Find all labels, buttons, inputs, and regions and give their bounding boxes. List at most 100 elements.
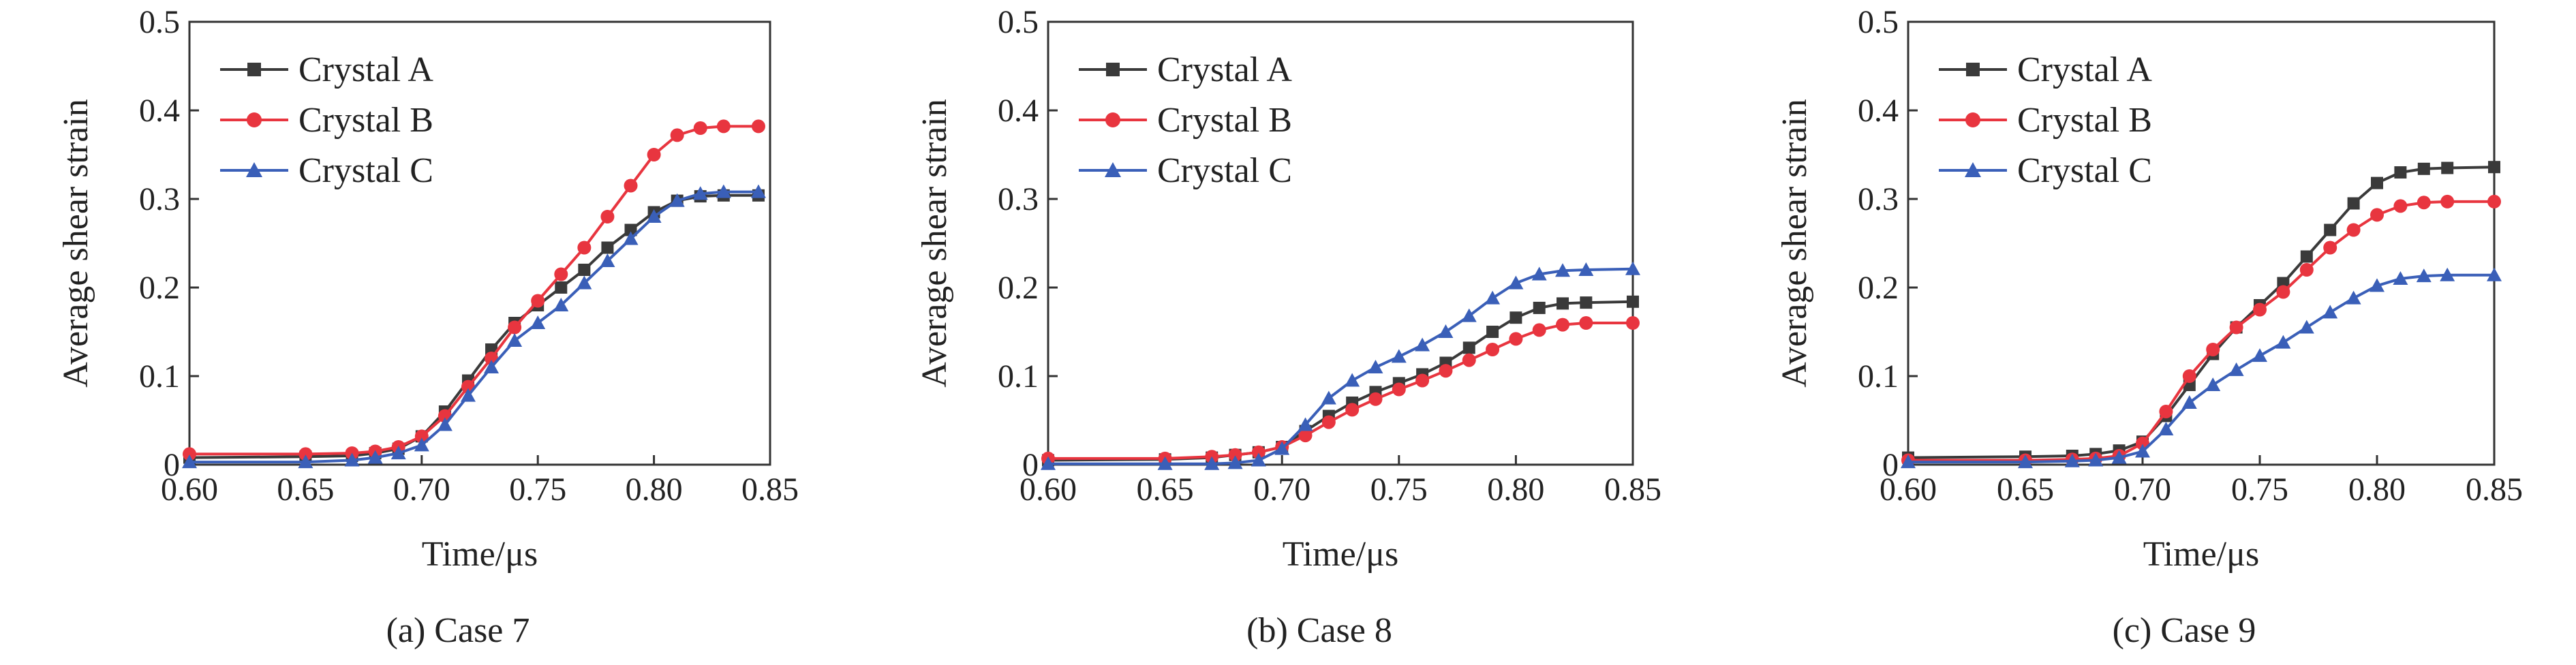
data-point [2488, 161, 2500, 174]
data-point [692, 186, 708, 200]
data-point [1321, 415, 1336, 429]
data-point [1415, 373, 1430, 388]
data-point [2181, 395, 2197, 409]
data-point [2064, 453, 2080, 467]
data-point [2228, 362, 2244, 376]
y-tick-label: 0 [164, 447, 180, 483]
data-point [624, 179, 638, 193]
plot-frame [188, 20, 771, 466]
data-point [1901, 454, 1916, 469]
legend-label: Crystal C [2017, 151, 2152, 190]
data-point [2299, 263, 2314, 277]
data-point [1227, 455, 1243, 469]
series-line [1907, 166, 2495, 459]
data-point [577, 275, 592, 290]
data-point [183, 447, 196, 461]
data-point [1461, 308, 1477, 322]
legend-label: Crystal B [298, 101, 433, 140]
data-point [1228, 448, 1242, 462]
legend-label: Crystal B [2017, 101, 2152, 140]
data-point [2487, 194, 2501, 208]
data-point [2487, 267, 2502, 281]
data-point [1579, 316, 1593, 330]
legend-entry: Crystal C [1939, 151, 2152, 190]
data-point [1439, 364, 1453, 378]
data-point [1345, 373, 1360, 387]
data-point [2416, 268, 2432, 283]
data-point [2323, 241, 2337, 255]
data-point [1415, 337, 1430, 352]
chart-panel-3: 0.60 0.65 0.70 0.75 0.80 0.85 0 0.1 0.2 0.3 0.4 0.5… [1775, 4, 2523, 650]
data-point [2440, 267, 2455, 281]
y-tick-label: 0.2 [139, 270, 180, 306]
x-axis-title: Time/μs [1283, 535, 1398, 574]
data-point [2417, 196, 2431, 210]
y-axis-title: Average shear strain [915, 99, 954, 388]
data-point [1533, 301, 1546, 314]
data-point [2088, 452, 2104, 467]
data-point [2346, 290, 2361, 305]
legend-label: Crystal A [2017, 50, 2152, 89]
series-line [1908, 200, 2494, 462]
y-tick-label: 0.1 [139, 358, 180, 395]
data-point [2253, 303, 2267, 317]
y-tick-label: 0.3 [1858, 181, 1899, 217]
y-axis-title: Average shear strain [57, 99, 95, 388]
data-point [2370, 208, 2384, 222]
data-point [2440, 194, 2455, 208]
x-tick-label: 0.60 [1880, 471, 1937, 508]
data-point [1462, 353, 1476, 367]
legend-entry: Crystal B [1939, 101, 2152, 140]
data-point [2299, 320, 2314, 334]
data-point [2393, 271, 2408, 285]
y-tick-label: 0.3 [998, 181, 1039, 217]
data-point [531, 294, 545, 308]
data-point [2370, 278, 2385, 292]
data-point [1627, 295, 1639, 308]
data-point [1041, 456, 1056, 470]
data-point [577, 241, 592, 255]
series-line [189, 190, 758, 464]
plot-frame [1907, 20, 2496, 466]
legend-marker [246, 162, 262, 177]
data-point [578, 264, 591, 276]
data-point [1578, 262, 1594, 276]
legend-label: Crystal A [298, 50, 433, 89]
series-line [189, 125, 758, 456]
y-tick-label: 0.4 [139, 93, 180, 129]
x-tick-label: 0.85 [1604, 471, 1661, 508]
series-line [189, 194, 758, 459]
data-point [2347, 197, 2360, 210]
data-point [553, 298, 569, 311]
y-tick-label: 0.2 [1858, 270, 1899, 306]
data-point [751, 119, 765, 134]
legend-entry: Crystal A [1079, 50, 1292, 89]
data-point [1531, 266, 1547, 281]
data-point [2275, 335, 2291, 349]
data-point [1204, 456, 1220, 470]
x-tick-label: 0.85 [741, 471, 799, 508]
data-point [1438, 324, 1454, 338]
x-axis-title: Time/μs [422, 535, 538, 574]
legend-marker [247, 63, 261, 76]
legend-marker [1106, 63, 1120, 76]
y-tick-label: 0.4 [998, 93, 1039, 129]
data-point [298, 447, 313, 461]
data-point [1462, 341, 1475, 354]
x-tick-label: 0.75 [2231, 471, 2288, 508]
data-point [2276, 285, 2290, 299]
y-tick-label: 0.1 [998, 358, 1039, 395]
data-point [460, 388, 476, 402]
y-tick-label: 0.1 [1858, 358, 1899, 395]
y-tick-label: 0 [1022, 447, 1039, 483]
data-point [1555, 263, 1571, 277]
x-tick-label: 0.80 [626, 471, 683, 508]
legend-marker [1105, 112, 1120, 127]
data-point [344, 452, 360, 467]
legend-marker [1965, 162, 1981, 177]
data-point [1509, 311, 1522, 324]
legend-entry: Crystal A [1939, 50, 2152, 89]
chart-panel-2: 0.60 0.65 0.70 0.75 0.80 0.85 0 0.1 0.2 0.3 0.4 0.5… [915, 4, 1661, 650]
data-point [2182, 369, 2196, 383]
